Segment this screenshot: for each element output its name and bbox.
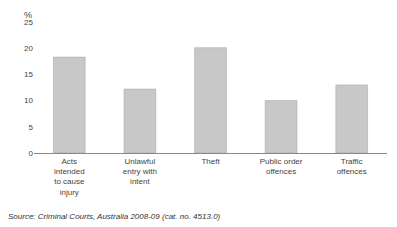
svg-text:25: 25 bbox=[24, 18, 33, 27]
svg-text:Theft: Theft bbox=[201, 157, 220, 166]
svg-text:%: % bbox=[24, 10, 32, 20]
svg-text:0: 0 bbox=[29, 149, 34, 158]
svg-text:20: 20 bbox=[24, 44, 33, 53]
svg-text:Source: Criminal Courts, Austr: Source: Criminal Courts, Australia 2008-… bbox=[8, 212, 221, 221]
svg-text:10: 10 bbox=[24, 96, 33, 105]
svg-text:15: 15 bbox=[24, 70, 33, 79]
svg-text:5: 5 bbox=[29, 123, 34, 132]
svg-text:Public orderoffences: Public orderoffences bbox=[260, 157, 303, 176]
svg-text:Trafficoffences: Trafficoffences bbox=[337, 157, 367, 176]
svg-text:Unlawfulentry withintent: Unlawfulentry withintent bbox=[123, 157, 157, 187]
svg-text:Actsintendedto causeinjury: Actsintendedto causeinjury bbox=[54, 157, 85, 197]
